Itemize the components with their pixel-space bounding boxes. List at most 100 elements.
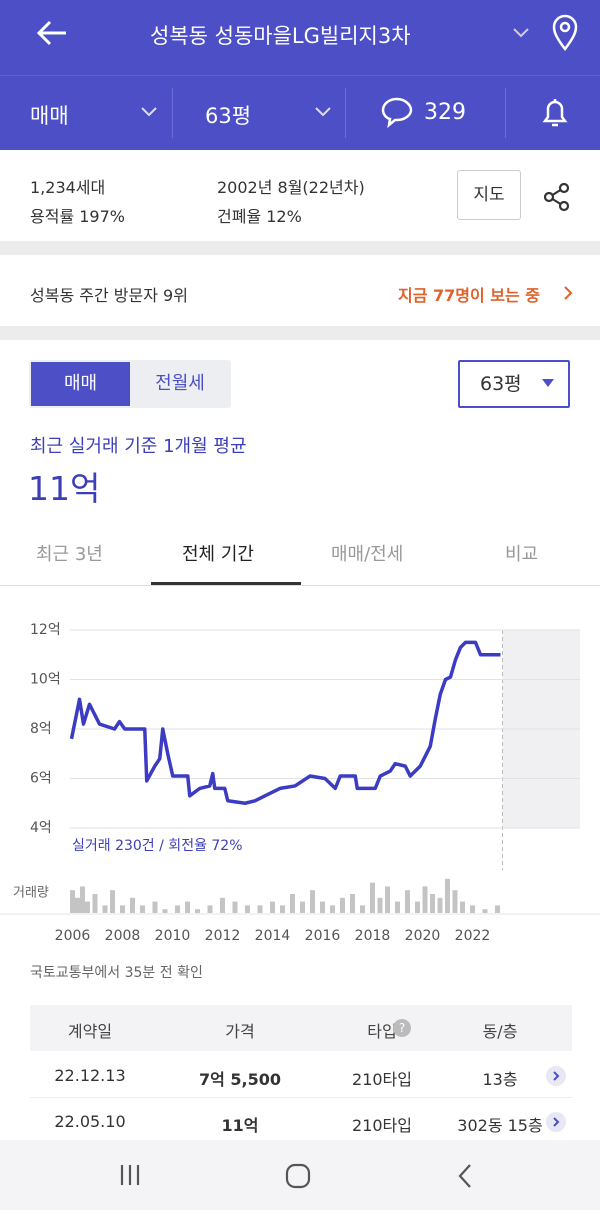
volume-bar <box>415 901 420 913</box>
volume-bar <box>130 897 135 913</box>
row-detail-button[interactable] <box>546 1066 566 1086</box>
y-tick-label: 8억 <box>30 721 52 737</box>
volume-bar <box>245 905 250 913</box>
table-cell[interactable]: 11억 <box>221 1116 259 1135</box>
volume-bar <box>102 905 108 913</box>
volume-bar <box>75 897 80 913</box>
volume-bar <box>422 886 428 913</box>
table-cell[interactable]: 7억 5,500 <box>198 1070 282 1089</box>
tab[interactable]: 비교 <box>505 544 539 565</box>
tab-indicator <box>151 582 301 585</box>
comment-count[interactable]: 329 <box>424 100 466 125</box>
table-cell[interactable]: 210타입 <box>352 1116 412 1135</box>
households: 1,234세대 <box>30 178 106 197</box>
volume-bar <box>460 901 465 913</box>
help-icon[interactable]: ? <box>393 1019 411 1037</box>
x-tick-label: 2014 <box>255 928 291 944</box>
volume-bar <box>330 905 335 913</box>
live-viewers[interactable]: 지금 77명이 보는 중 <box>398 286 541 305</box>
nav-bar <box>0 1140 600 1210</box>
volume-bar <box>437 897 443 913</box>
volume-bar <box>470 905 475 913</box>
volume-bar <box>175 905 180 913</box>
row-divider <box>30 1097 572 1098</box>
x-tick-label: 2010 <box>155 928 191 944</box>
data-source: 국토교통부에서 35분 전 확인 <box>30 965 203 981</box>
chevron-right <box>564 286 573 300</box>
dropdown-arrow <box>542 379 554 387</box>
y-tick-label: 12억 <box>30 622 61 638</box>
volume-bar <box>195 909 200 913</box>
back-nav[interactable] <box>456 1163 474 1189</box>
table-cell[interactable]: 13층 <box>482 1070 518 1089</box>
volume-label: 거래량 <box>13 886 49 901</box>
table-header-cell: 타입 <box>367 1022 397 1041</box>
table-header-cell: 계약일 <box>67 1022 113 1041</box>
top-bar <box>0 0 600 75</box>
table-cell[interactable]: 22.05.10 <box>54 1112 126 1131</box>
toggle-rent[interactable]: 전월세 <box>155 373 205 394</box>
row-detail-button[interactable] <box>546 1112 566 1132</box>
toggle-sale[interactable]: 매매 <box>31 362 130 406</box>
complex-title[interactable]: 성복동 성동마을LG빌리지3차 <box>150 24 411 48</box>
bell-icon[interactable] <box>540 96 570 130</box>
comment-icon[interactable] <box>380 96 414 128</box>
volume-bar <box>405 890 410 913</box>
size-select[interactable]: 63평 <box>205 104 252 128</box>
x-tick-label: 2012 <box>205 928 241 944</box>
x-tick-label: 2018 <box>355 928 391 944</box>
volume-bar <box>445 878 450 913</box>
table-cell[interactable]: 210타입 <box>352 1070 412 1089</box>
chevron <box>141 107 157 117</box>
x-tick-label: 2020 <box>405 928 441 944</box>
recent-apps[interactable] <box>118 1163 142 1187</box>
volume-bar <box>360 905 365 913</box>
map-button[interactable]: 지도 <box>457 170 521 220</box>
volume-bar <box>482 909 488 913</box>
building-coverage: 건폐율 12% <box>217 207 302 226</box>
volume-bar <box>257 905 263 913</box>
volume-bar <box>120 905 125 913</box>
chevron <box>315 107 331 117</box>
back-button[interactable] <box>34 18 70 48</box>
share-icon[interactable] <box>542 182 572 212</box>
table-cell[interactable]: 302동 15층 <box>457 1116 543 1135</box>
volume-bar <box>85 901 90 913</box>
x-tick-label: 2016 <box>305 928 341 944</box>
volume-bar <box>270 901 275 913</box>
volume-bar <box>185 901 190 913</box>
deal-type-select[interactable]: 매매 <box>30 104 69 128</box>
tab-selected[interactable]: 전체 기간 <box>182 544 254 565</box>
table-header-cell: 동/층 <box>482 1022 518 1041</box>
x-tick-label: 2022 <box>455 928 491 944</box>
size-dropdown[interactable]: 63평 <box>458 360 570 408</box>
volume-bar <box>232 901 238 913</box>
visitor-rank: 성복동 주간 방문자 9위 <box>30 286 188 305</box>
volume-bar <box>70 890 75 913</box>
volume-bar <box>310 890 315 913</box>
volume-bar <box>152 901 158 913</box>
tab[interactable]: 최근 3년 <box>36 544 103 565</box>
location-icon[interactable] <box>550 14 580 52</box>
volume-bar <box>385 886 390 913</box>
x-tick-label: 2008 <box>105 928 141 944</box>
home-button[interactable] <box>284 1162 312 1190</box>
table-cell[interactable]: 22.12.13 <box>54 1066 126 1085</box>
volume-bar <box>320 901 325 913</box>
section-separator <box>0 326 600 340</box>
volume-bar <box>370 882 375 913</box>
title-dropdown[interactable] <box>512 27 530 39</box>
section-separator <box>0 241 600 255</box>
volume-bar <box>290 894 295 913</box>
table-header-cell: 가격 <box>225 1022 255 1041</box>
y-tick-label: 6억 <box>30 771 52 787</box>
volume-bar <box>350 894 355 913</box>
volume-bar <box>80 886 85 913</box>
y-tick-label: 4억 <box>30 820 52 836</box>
average-price: 11억 <box>28 469 101 508</box>
volume-bar <box>495 905 500 913</box>
volume-bar <box>430 894 435 913</box>
tab[interactable]: 매매/전세 <box>331 544 404 565</box>
volume-bar <box>220 897 225 913</box>
